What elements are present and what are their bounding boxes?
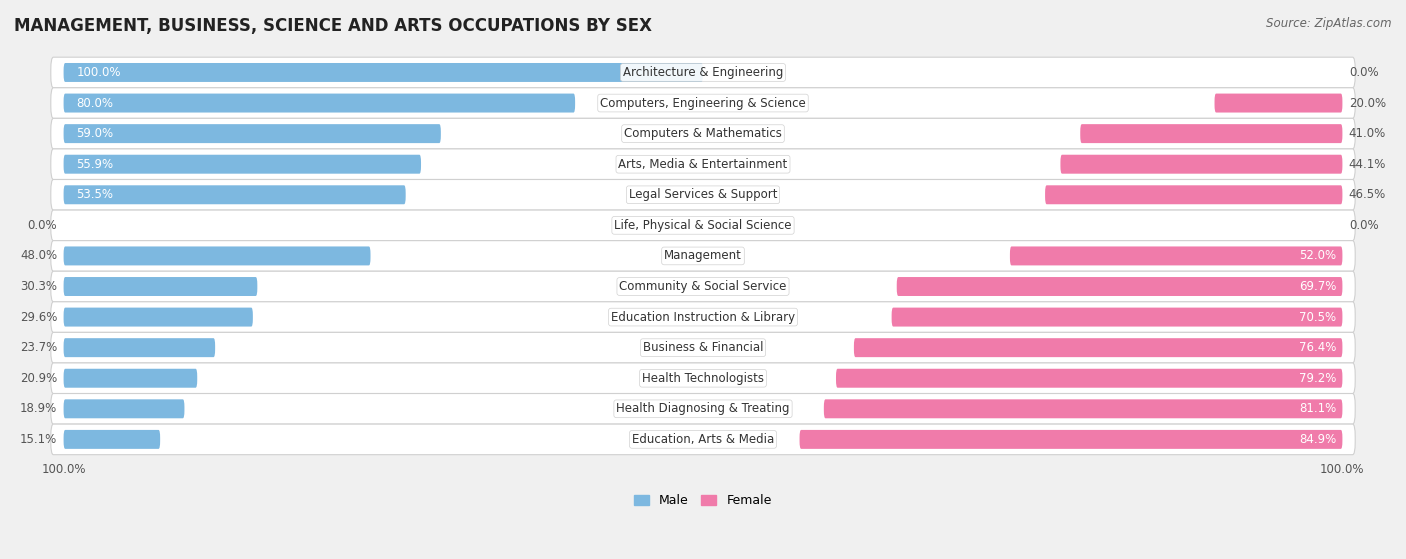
FancyBboxPatch shape [63, 247, 371, 266]
Text: 41.0%: 41.0% [1348, 127, 1386, 140]
FancyBboxPatch shape [51, 333, 1355, 363]
FancyBboxPatch shape [51, 363, 1355, 394]
FancyBboxPatch shape [63, 307, 253, 326]
Text: 15.1%: 15.1% [20, 433, 58, 446]
FancyBboxPatch shape [51, 88, 1355, 119]
FancyBboxPatch shape [1010, 247, 1343, 266]
FancyBboxPatch shape [1045, 185, 1343, 204]
Text: Legal Services & Support: Legal Services & Support [628, 188, 778, 201]
Text: Health Technologists: Health Technologists [643, 372, 763, 385]
Text: Community & Social Service: Community & Social Service [619, 280, 787, 293]
Text: 29.6%: 29.6% [20, 311, 58, 324]
Text: Computers & Mathematics: Computers & Mathematics [624, 127, 782, 140]
FancyBboxPatch shape [1215, 93, 1343, 112]
FancyBboxPatch shape [800, 430, 1343, 449]
FancyBboxPatch shape [51, 210, 1355, 240]
Text: 20.0%: 20.0% [1348, 97, 1386, 110]
FancyBboxPatch shape [63, 185, 406, 204]
FancyBboxPatch shape [824, 399, 1343, 418]
FancyBboxPatch shape [51, 57, 1355, 88]
FancyBboxPatch shape [63, 155, 420, 174]
FancyBboxPatch shape [51, 179, 1355, 210]
FancyBboxPatch shape [63, 63, 703, 82]
FancyBboxPatch shape [63, 338, 215, 357]
Text: 59.0%: 59.0% [76, 127, 114, 140]
FancyBboxPatch shape [51, 302, 1355, 333]
Text: 18.9%: 18.9% [20, 402, 58, 415]
Text: 70.5%: 70.5% [1299, 311, 1336, 324]
FancyBboxPatch shape [891, 307, 1343, 326]
Text: 52.0%: 52.0% [1299, 249, 1336, 262]
Text: 81.1%: 81.1% [1299, 402, 1336, 415]
FancyBboxPatch shape [51, 149, 1355, 179]
Text: MANAGEMENT, BUSINESS, SCIENCE AND ARTS OCCUPATIONS BY SEX: MANAGEMENT, BUSINESS, SCIENCE AND ARTS O… [14, 17, 652, 35]
FancyBboxPatch shape [897, 277, 1343, 296]
FancyBboxPatch shape [51, 240, 1355, 271]
Text: 76.4%: 76.4% [1299, 341, 1336, 354]
Text: 44.1%: 44.1% [1348, 158, 1386, 170]
FancyBboxPatch shape [63, 277, 257, 296]
FancyBboxPatch shape [63, 430, 160, 449]
Text: Computers, Engineering & Science: Computers, Engineering & Science [600, 97, 806, 110]
Text: 48.0%: 48.0% [20, 249, 58, 262]
Text: Architecture & Engineering: Architecture & Engineering [623, 66, 783, 79]
Text: 79.2%: 79.2% [1299, 372, 1336, 385]
Text: 69.7%: 69.7% [1299, 280, 1336, 293]
Text: Health Diagnosing & Treating: Health Diagnosing & Treating [616, 402, 790, 415]
Text: Business & Financial: Business & Financial [643, 341, 763, 354]
Text: Life, Physical & Social Science: Life, Physical & Social Science [614, 219, 792, 232]
Legend: Male, Female: Male, Female [630, 489, 776, 512]
Text: 84.9%: 84.9% [1299, 433, 1336, 446]
Text: Source: ZipAtlas.com: Source: ZipAtlas.com [1267, 17, 1392, 30]
Text: Education Instruction & Library: Education Instruction & Library [612, 311, 794, 324]
FancyBboxPatch shape [63, 399, 184, 418]
FancyBboxPatch shape [853, 338, 1343, 357]
Text: 0.0%: 0.0% [28, 219, 58, 232]
Text: 80.0%: 80.0% [76, 97, 114, 110]
FancyBboxPatch shape [63, 369, 197, 388]
FancyBboxPatch shape [51, 424, 1355, 454]
Text: 53.5%: 53.5% [76, 188, 114, 201]
FancyBboxPatch shape [63, 93, 575, 112]
Text: 55.9%: 55.9% [76, 158, 114, 170]
Text: Arts, Media & Entertainment: Arts, Media & Entertainment [619, 158, 787, 170]
Text: 20.9%: 20.9% [20, 372, 58, 385]
Text: 30.3%: 30.3% [20, 280, 58, 293]
Text: 23.7%: 23.7% [20, 341, 58, 354]
Text: 100.0%: 100.0% [76, 66, 121, 79]
Text: Management: Management [664, 249, 742, 262]
FancyBboxPatch shape [1060, 155, 1343, 174]
Text: 0.0%: 0.0% [1348, 219, 1378, 232]
Text: 0.0%: 0.0% [1348, 66, 1378, 79]
Text: 46.5%: 46.5% [1348, 188, 1386, 201]
FancyBboxPatch shape [51, 394, 1355, 424]
FancyBboxPatch shape [51, 271, 1355, 302]
FancyBboxPatch shape [1080, 124, 1343, 143]
Text: Education, Arts & Media: Education, Arts & Media [631, 433, 775, 446]
FancyBboxPatch shape [837, 369, 1343, 388]
FancyBboxPatch shape [51, 119, 1355, 149]
FancyBboxPatch shape [63, 124, 441, 143]
